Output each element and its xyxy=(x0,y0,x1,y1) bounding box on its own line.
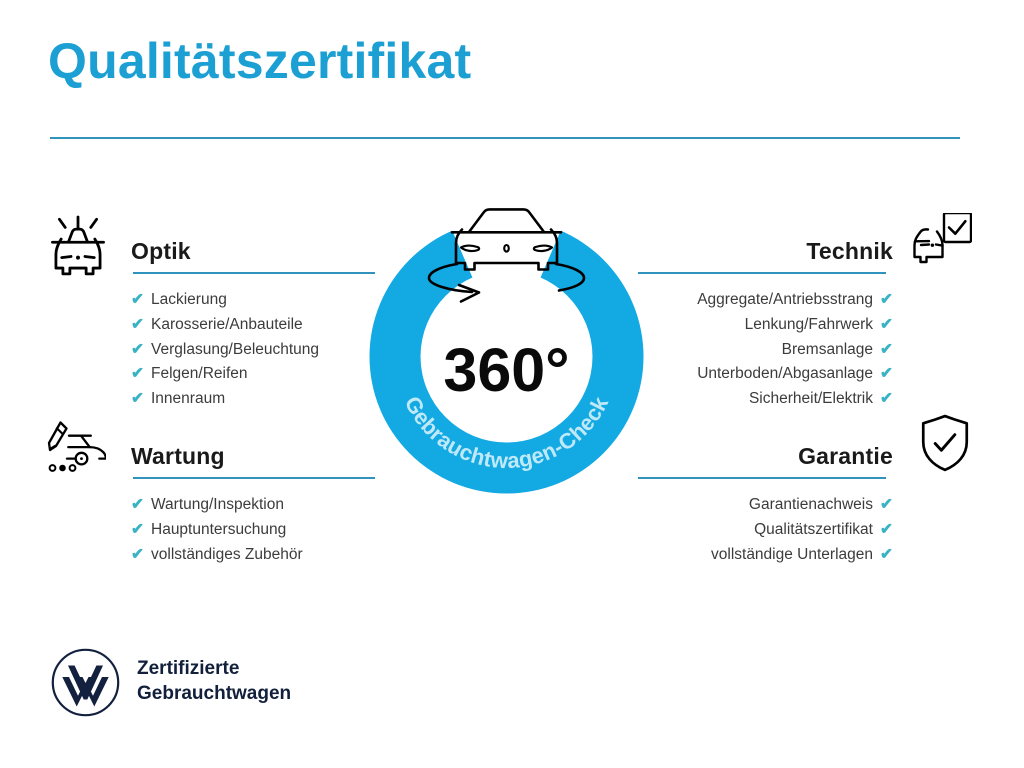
svg-text:360°: 360° xyxy=(443,336,569,404)
